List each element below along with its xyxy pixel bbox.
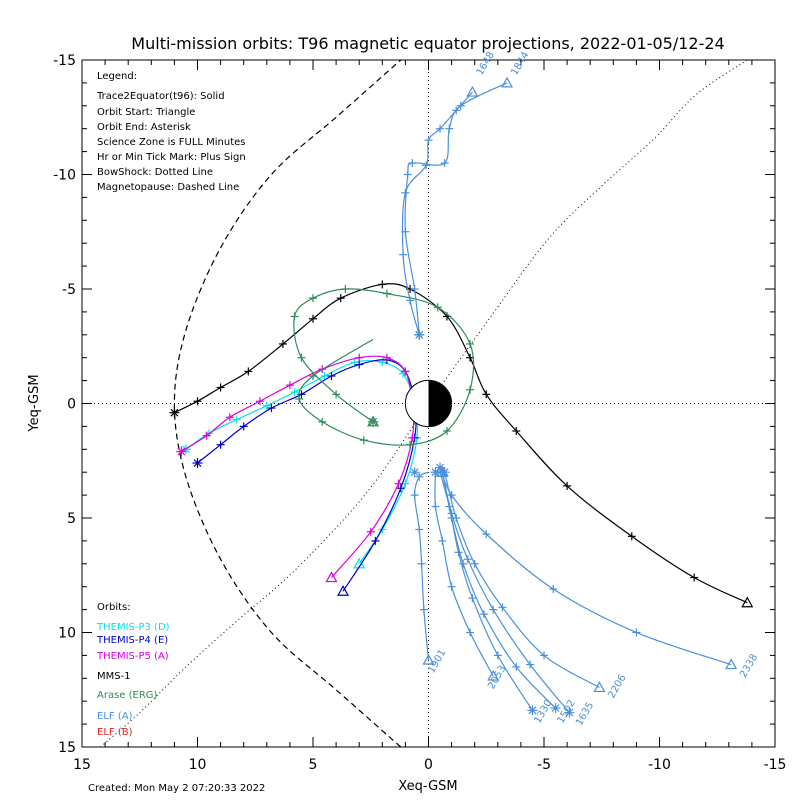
orbit-track: [290, 285, 475, 449]
x-tick-label: 15: [73, 757, 91, 773]
orbit-line: [185, 360, 419, 565]
legend-line: Orbit Start: Triangle: [97, 107, 195, 118]
orbit-end-marker: [193, 459, 202, 467]
orbit-start-marker: [725, 658, 738, 670]
orbit-end-marker: [170, 408, 179, 417]
orbit-start-marker: [593, 681, 606, 693]
y-tick-label: 5: [67, 511, 76, 527]
plot-title: Multi-mission orbits: T96 magnetic equat…: [131, 34, 724, 53]
orbit-line: [180, 355, 415, 578]
y-axis-label: Yeq-GSM: [27, 374, 42, 432]
bow-shock-curve: [100, 60, 748, 747]
orbit-start-marker: [325, 571, 338, 583]
orbit-legend-entry: ELF (B): [97, 727, 133, 738]
x-axis-label: Xeq-GSM: [398, 779, 457, 794]
y-tick-label: 10: [58, 626, 76, 642]
orbit-line: [197, 359, 417, 592]
y-tick-label: -5: [62, 282, 76, 298]
orbits-legend: Orbits: THEMIS-P3 (D) THEMIS-P4 (E) THEM…: [96, 602, 170, 738]
x-tick-label: 0: [424, 757, 433, 773]
earth-night-side: [428, 380, 452, 427]
magnetopause-curve: [173, 60, 402, 747]
orbit-track: [439, 467, 606, 693]
legend-block: Legend: Trace2Equator(t96): Solid Orbit …: [96, 71, 246, 193]
orbit-line: [404, 82, 508, 335]
track-time-label: 1330: [532, 698, 554, 726]
orbit-end-marker: [410, 468, 419, 477]
orbit-start-marker: [422, 653, 435, 665]
y-tick-label: 15: [58, 740, 76, 756]
earth-symbol: [404, 379, 453, 428]
orbit-legend-entry: ELF (A): [97, 711, 133, 722]
track-time-label: 1635: [574, 700, 596, 728]
orbit-series: [169, 76, 754, 718]
legend-line: Orbit End: Asterisk: [97, 122, 191, 133]
y-tick-label: -15: [53, 53, 76, 69]
orbit-track: [435, 462, 738, 670]
orbit-end-marker: [551, 704, 560, 713]
legend-line: Legend:: [97, 71, 137, 82]
x-tick-label: -15: [764, 757, 787, 773]
created-timestamp: Created: Mon May 2 07:20:33 2022: [88, 783, 265, 794]
orbit-track: [401, 76, 514, 340]
zero-lines: [82, 60, 775, 747]
track-time-label: 2206: [606, 673, 628, 701]
axis-ticks: 15 10 5 0 -5 -10 -15 -15 -10 -5 0 5 10 15: [53, 53, 786, 773]
orbit-track: [434, 465, 538, 716]
orbit-line: [439, 467, 732, 666]
orbit-line: [439, 472, 534, 711]
legend-line: BowShock: Dotted Line: [97, 167, 213, 178]
x-tick-label: 5: [309, 757, 318, 773]
orbit-end-marker: [415, 330, 424, 339]
orbit-line: [441, 472, 570, 713]
legend-line: Science Zone is FULL Minutes: [97, 137, 246, 148]
orbit-start-marker: [466, 85, 479, 97]
orbit-legend-entry: THEMIS-P4 (E): [96, 635, 168, 646]
x-tick-label: 10: [189, 757, 207, 773]
orbit-start-marker: [436, 465, 449, 477]
orbit-track: [399, 85, 479, 340]
x-tick-label: -10: [648, 757, 671, 773]
orbit-start-marker: [501, 76, 514, 88]
orbit-line: [444, 472, 600, 689]
orbit-end-marker: [565, 708, 574, 717]
orbit-legend-entry: THEMIS-P3 (D): [96, 622, 170, 633]
legend-line: Trace2Equator(t96): Solid: [96, 91, 225, 102]
track-time-label: 1901: [426, 648, 448, 676]
orbits-header: Orbits:: [97, 602, 131, 613]
orbit-legend-entry: MMS-1: [97, 671, 131, 682]
y-tick-label: -10: [53, 168, 76, 184]
orbit-start-marker: [337, 585, 350, 596]
orbit-track: [176, 353, 417, 583]
boundary-curves: [100, 60, 748, 747]
orbit-track: [436, 465, 575, 718]
orbit-legend-entry: THEMIS-P5 (A): [96, 651, 169, 662]
legend-line: Hr or Min Tick Mark: Plus Sign: [97, 152, 246, 163]
orbit-start-marker: [741, 596, 754, 608]
y-tick-label: 0: [67, 397, 76, 413]
orbit-track: [192, 355, 419, 596]
orbit-end-marker: [528, 706, 537, 715]
track-time-label: 1648: [475, 50, 497, 78]
orbit-legend-entry: Arase (ERG): [97, 690, 158, 701]
legend-line: Magnetopause: Dashed Line: [97, 182, 239, 193]
x-tick-label: -5: [537, 757, 551, 773]
orbit-track: [409, 467, 435, 665]
orbit-start-marker: [487, 669, 500, 681]
track-time-label: 1844: [509, 50, 531, 78]
track-time-label: 2338: [738, 652, 760, 680]
orbit-end-marker: [177, 447, 186, 456]
orbit-end-marker: [431, 468, 440, 477]
orbit-end-marker: [369, 417, 378, 426]
